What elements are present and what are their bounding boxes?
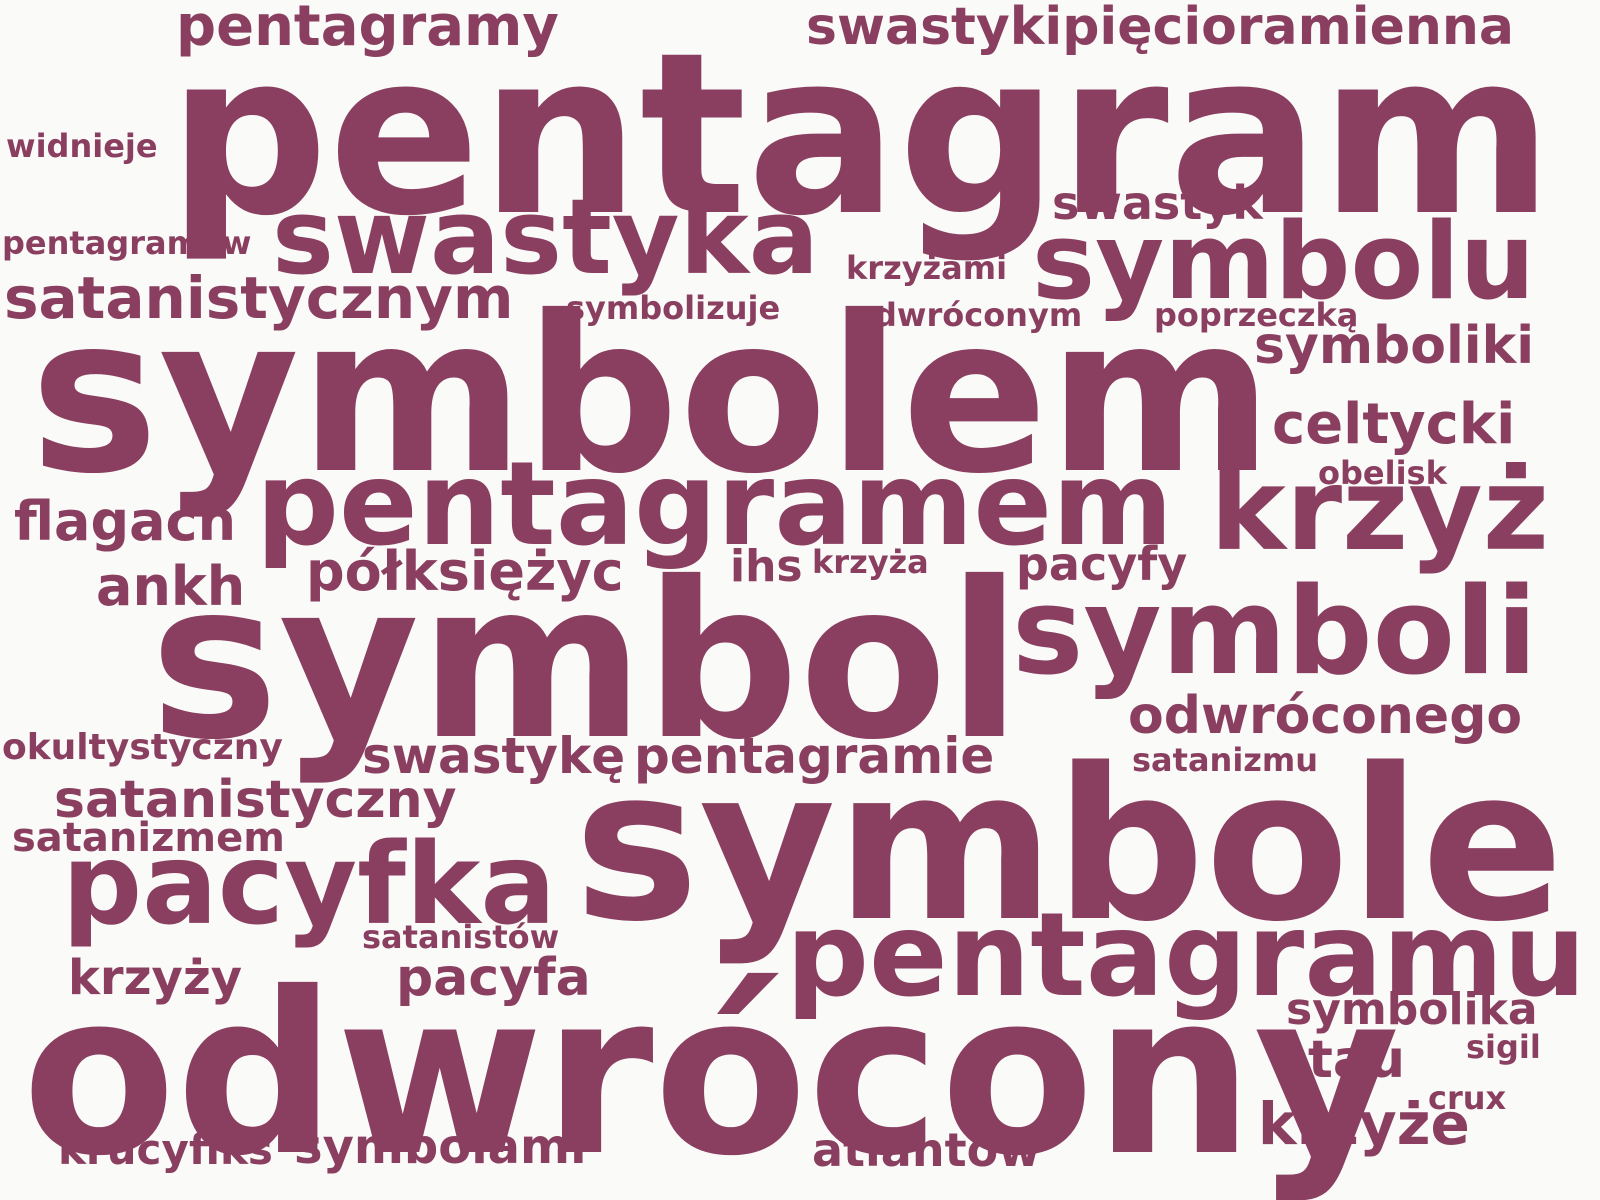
word: symbolika <box>1286 984 1538 1035</box>
word: odwróconego <box>1128 686 1523 746</box>
word: flagach <box>14 490 237 553</box>
word: krzyżami <box>846 249 1008 287</box>
word: symbolizuje <box>566 289 781 327</box>
word: atlantów <box>812 1123 1041 1177</box>
word: pentagramie <box>634 727 995 785</box>
word: ankh <box>96 555 246 618</box>
word: pentagramu <box>786 888 1586 1023</box>
word: krzyży <box>68 950 243 1006</box>
word: ihs <box>730 541 803 592</box>
word: krzyż <box>1210 443 1550 576</box>
word: symbol <box>150 536 1022 787</box>
word: satanistycznym <box>4 264 514 332</box>
word: satanistyczny <box>54 770 457 830</box>
word: pacyfa <box>396 948 591 1008</box>
word: satanistów <box>362 918 560 956</box>
word: symbole <box>574 723 1564 968</box>
word: półksiężyc <box>306 540 624 603</box>
word: swastykę <box>362 727 626 785</box>
word: odwrócony <box>22 944 1400 1200</box>
word: pentagramów <box>2 224 252 262</box>
word: celtycki <box>1272 392 1516 457</box>
word: obelisk <box>1318 454 1447 492</box>
word: sigil <box>1466 1028 1541 1066</box>
word: odwróconym <box>852 296 1083 334</box>
word: swastyka <box>272 176 819 298</box>
word: swastykipięcioramienna <box>806 0 1515 57</box>
word: symbolami <box>294 1119 587 1175</box>
word: symboli <box>1012 563 1538 702</box>
word: swastyk <box>1052 176 1263 230</box>
word: pacyfka <box>62 820 556 950</box>
word: tau <box>1308 1030 1405 1090</box>
word: okultystyczny <box>2 727 283 768</box>
word: pentagram <box>168 4 1554 265</box>
word: krucyfiks <box>58 1125 273 1174</box>
word: crux <box>1428 1079 1507 1117</box>
word: poprzeczką <box>1154 296 1359 334</box>
word: krzyża <box>812 543 929 581</box>
word: pentagramy <box>176 0 559 59</box>
word: pacyfy <box>1016 537 1188 591</box>
word: widnieje <box>6 127 158 165</box>
word: satanizmem <box>12 815 285 861</box>
word: symbolu <box>1032 200 1536 323</box>
word: pentagramem <box>256 437 1173 572</box>
word: krzyże <box>1258 1090 1470 1158</box>
word: symbolem <box>30 270 1274 521</box>
word: satanizmu <box>1132 741 1319 779</box>
word: symboliki <box>1254 316 1535 376</box>
